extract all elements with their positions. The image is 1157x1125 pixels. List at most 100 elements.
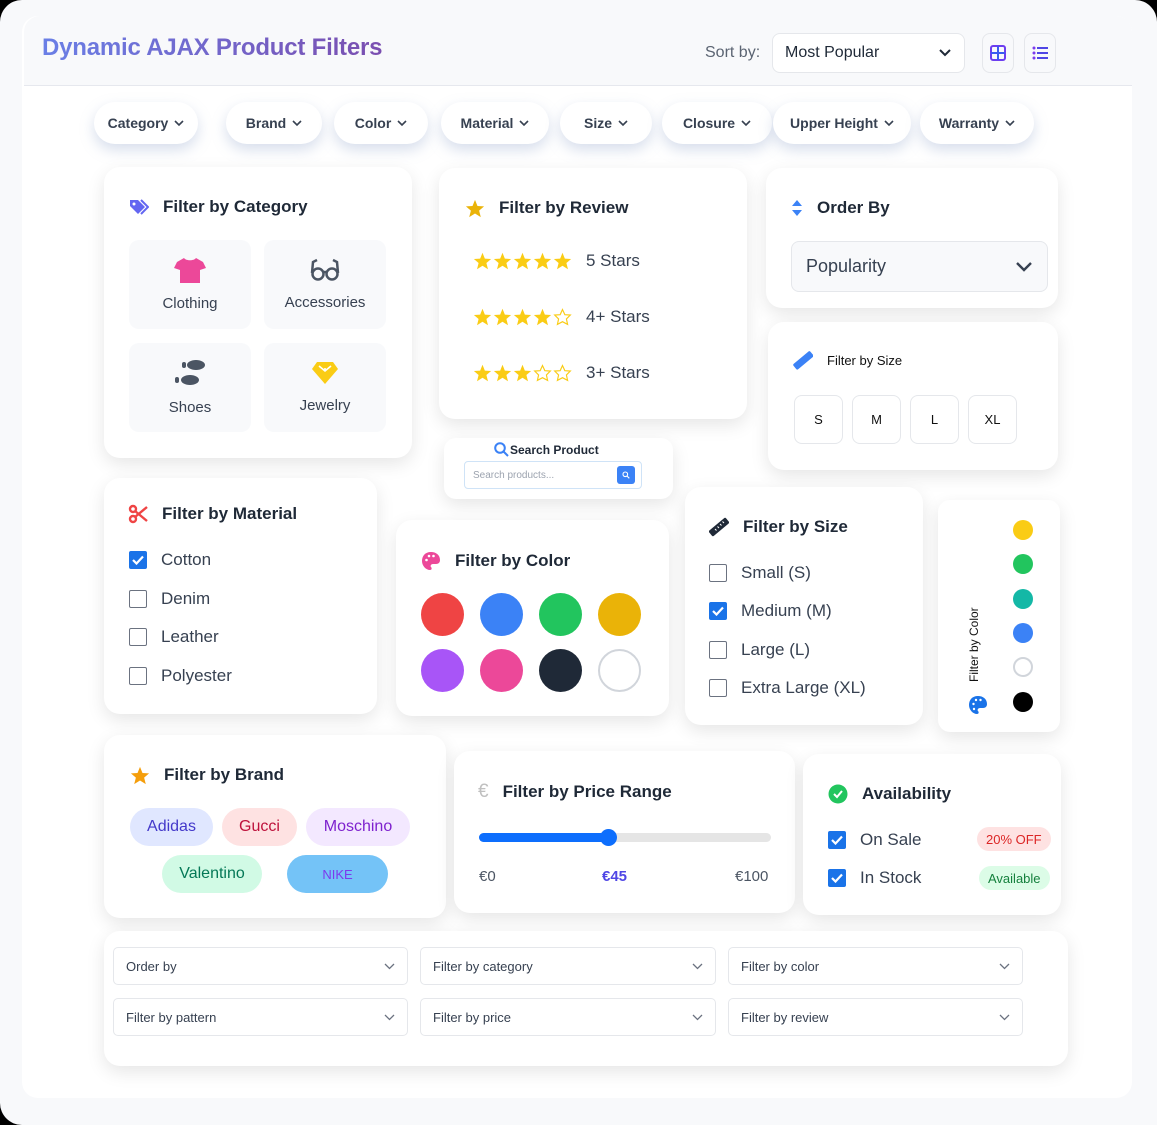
search-icon [622, 471, 630, 479]
material-option-cotton[interactable]: Cotton [129, 550, 211, 570]
brand-chip-gucci[interactable]: Gucci [222, 808, 297, 846]
size-option-small[interactable]: Small (S) [709, 563, 811, 583]
pill-warranty[interactable]: Warranty [920, 102, 1034, 144]
search-input[interactable]: Search products... [464, 461, 642, 489]
grid-icon [990, 45, 1006, 61]
brand-chip-moschino[interactable]: Moschino [306, 808, 410, 846]
checkbox[interactable] [129, 628, 147, 646]
color-swatch-red[interactable] [421, 593, 464, 636]
chevron-down-icon [999, 1014, 1010, 1020]
checkbox[interactable] [129, 667, 147, 685]
page-title: Dynamic AJAX Product Filters [42, 34, 383, 61]
color-card: Filter by Color [396, 520, 669, 716]
star-filled-icon [473, 364, 492, 382]
checkbox-checked[interactable] [129, 551, 147, 569]
vertical-color-card: Filter by Color [938, 500, 1060, 732]
star-filled-icon [493, 252, 512, 270]
price-card: € Filter by Price Range €0 €45 €100 [454, 751, 795, 913]
pill-material[interactable]: Material [441, 102, 549, 144]
color-swatch-blue[interactable] [1013, 623, 1033, 643]
checkbox[interactable] [129, 590, 147, 608]
checkbox-checked[interactable] [828, 869, 846, 887]
search-icon [494, 442, 509, 457]
price-slider-track[interactable] [479, 829, 771, 846]
color-swatch-black[interactable] [1013, 692, 1033, 712]
color-swatch-white[interactable] [1013, 657, 1033, 677]
dropdown-category[interactable]: Filter by category [420, 947, 716, 985]
size-option-medium[interactable]: Medium (M) [709, 601, 832, 621]
grid-view-button[interactable] [982, 33, 1014, 73]
review-option-4[interactable]: 4+ Stars [473, 307, 650, 327]
availability-card: Availability On Sale 20% OFF In Stock Av… [803, 754, 1061, 915]
size-option-s[interactable]: S [794, 395, 843, 444]
size-option-xl[interactable]: Extra Large (XL) [709, 678, 866, 698]
pill-closure[interactable]: Closure [662, 102, 772, 144]
color-swatch-green[interactable] [1013, 554, 1033, 574]
color-swatch-yellow[interactable] [598, 593, 641, 636]
material-option-denim[interactable]: Denim [129, 589, 210, 609]
dropdown-review[interactable]: Filter by review [728, 998, 1023, 1036]
color-swatch-pink[interactable] [480, 649, 523, 692]
color-swatch-green[interactable] [539, 593, 582, 636]
brand-header: Filter by Brand [130, 765, 284, 785]
review-option-5[interactable]: 5 Stars [473, 251, 640, 271]
material-option-polyester[interactable]: Polyester [129, 666, 232, 686]
sort-icon [792, 200, 802, 216]
price-slider-fill [479, 833, 611, 842]
tags-icon [130, 199, 149, 215]
star-filled-icon [493, 308, 512, 326]
category-tile-clothing[interactable]: Clothing [129, 240, 251, 329]
pill-upper-height[interactable]: Upper Height [773, 102, 911, 144]
sort-select[interactable]: Most Popular [772, 33, 965, 73]
color-swatch-purple[interactable] [421, 649, 464, 692]
category-tile-accessories[interactable]: Accessories [264, 240, 386, 329]
size-option-m[interactable]: M [852, 395, 901, 444]
price-slider-thumb[interactable] [600, 829, 617, 846]
check-icon [712, 606, 724, 616]
size-check-card: Filter by Size Small (S) Medium (M) Larg… [685, 487, 923, 725]
dropdown-color[interactable]: Filter by color [728, 947, 1023, 985]
dropdown-price[interactable]: Filter by price [420, 998, 716, 1036]
size-option-large[interactable]: Large (L) [709, 640, 810, 660]
brand-chip-valentino[interactable]: Valentino [162, 855, 262, 893]
brand-chip-adidas[interactable]: Adidas [130, 808, 213, 846]
pill-color[interactable]: Color [334, 102, 428, 144]
checkbox[interactable] [709, 641, 727, 659]
size-option-xl[interactable]: XL [968, 395, 1017, 444]
star-empty-icon [533, 364, 552, 382]
pill-size[interactable]: Size [560, 102, 652, 144]
availability-on-sale[interactable]: On Sale [828, 830, 921, 850]
dropdown-pattern[interactable]: Filter by pattern [113, 998, 408, 1036]
chevron-down-icon [384, 1014, 395, 1020]
color-swatch-blue[interactable] [480, 593, 523, 636]
dropdown-order-by[interactable]: Order by [113, 947, 408, 985]
category-tile-jewelry[interactable]: Jewelry [264, 343, 386, 432]
category-tile-shoes[interactable]: Shoes [129, 343, 251, 432]
color-swatch-dark[interactable] [539, 649, 582, 692]
checkbox-checked[interactable] [828, 831, 846, 849]
checkbox[interactable] [709, 679, 727, 697]
pill-category[interactable]: Category [94, 102, 198, 144]
color-swatch-yellow[interactable] [1013, 520, 1033, 540]
gem-icon [312, 362, 338, 384]
search-card: Search Product Search products... [444, 438, 673, 499]
color-swatch-white[interactable] [598, 649, 641, 692]
pill-brand[interactable]: Brand [226, 102, 322, 144]
star-filled-icon [533, 252, 552, 270]
dropdown-panel: Order by Filter by category Filter by co… [104, 931, 1068, 1066]
material-option-leather[interactable]: Leather [129, 627, 219, 647]
checkbox[interactable] [709, 564, 727, 582]
order-by-select[interactable]: Popularity [791, 241, 1048, 292]
availability-in-stock[interactable]: In Stock [828, 868, 921, 888]
size-option-l[interactable]: L [910, 395, 959, 444]
chevron-down-icon [999, 963, 1010, 969]
chevron-down-icon [692, 963, 703, 969]
star-filled-icon [493, 364, 512, 382]
check-icon [831, 835, 843, 845]
checkbox-checked[interactable] [709, 602, 727, 620]
color-swatch-teal[interactable] [1013, 589, 1033, 609]
list-view-button[interactable] [1024, 33, 1056, 73]
review-option-3[interactable]: 3+ Stars [473, 363, 650, 383]
search-submit-button[interactable] [617, 466, 635, 484]
brand-chip-nike[interactable]: NIKE [287, 855, 388, 893]
